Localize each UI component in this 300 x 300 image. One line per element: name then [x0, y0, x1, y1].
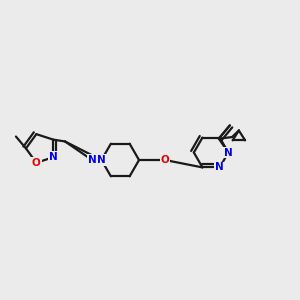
Text: O: O — [161, 155, 170, 165]
Text: N: N — [215, 162, 224, 172]
Text: N: N — [224, 148, 233, 158]
Text: O: O — [32, 158, 41, 168]
Text: N: N — [97, 155, 106, 165]
Text: N: N — [88, 155, 96, 165]
Text: N: N — [49, 152, 58, 162]
